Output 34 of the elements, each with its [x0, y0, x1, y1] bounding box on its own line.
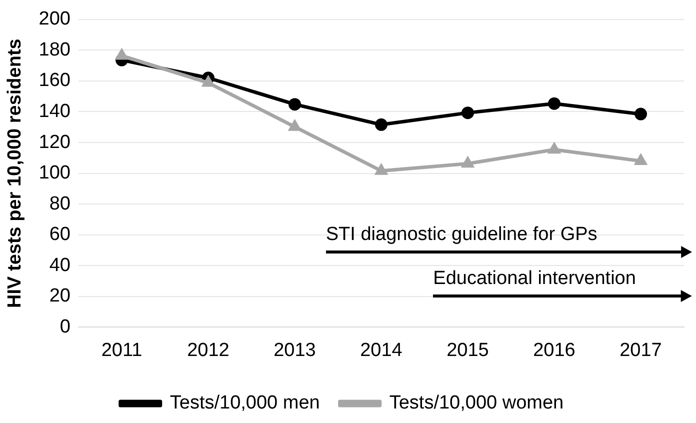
x-tick-label: 2011	[101, 340, 142, 361]
y-tick-label: 180	[38, 39, 70, 60]
x-tick-label: 2015	[446, 340, 489, 361]
point	[116, 49, 128, 60]
x-tick-label: 2016	[533, 340, 576, 361]
legend-label: Tests/10,000 women	[389, 392, 564, 414]
x-tick-label: 2014	[360, 340, 403, 361]
point	[375, 118, 388, 131]
point	[462, 106, 474, 120]
point	[289, 120, 300, 131]
y-tick-label: 100	[38, 162, 70, 184]
y-tick-label: 120	[38, 132, 70, 153]
point	[548, 97, 560, 110]
x-tick-label: 2013	[274, 340, 316, 361]
annotation: Educational intervention	[433, 268, 636, 290]
y-axis-title: HIV tests per 10,000 residents	[4, 38, 26, 308]
point	[288, 98, 301, 111]
annotation: STI diagnostic guideline for GPs	[326, 224, 598, 246]
point	[635, 154, 646, 165]
y-tick-label: 80	[49, 193, 70, 214]
legend-label: Tests/10,000 men	[170, 392, 320, 414]
x-tick-label: 2017	[620, 340, 662, 361]
point	[634, 108, 647, 120]
point	[376, 164, 387, 175]
y-tick-label: 60	[49, 224, 70, 246]
y-tick-label: 20	[49, 286, 70, 307]
point	[548, 143, 560, 154]
point	[462, 157, 474, 168]
x-tick-label: 2012	[187, 340, 230, 361]
y-tick-label: 140	[38, 100, 70, 122]
y-tick-label: 160	[38, 70, 70, 92]
y-tick-label: 40	[49, 254, 70, 276]
y-tick-label: 0	[60, 316, 70, 338]
y-tick-label: 200	[38, 8, 70, 30]
